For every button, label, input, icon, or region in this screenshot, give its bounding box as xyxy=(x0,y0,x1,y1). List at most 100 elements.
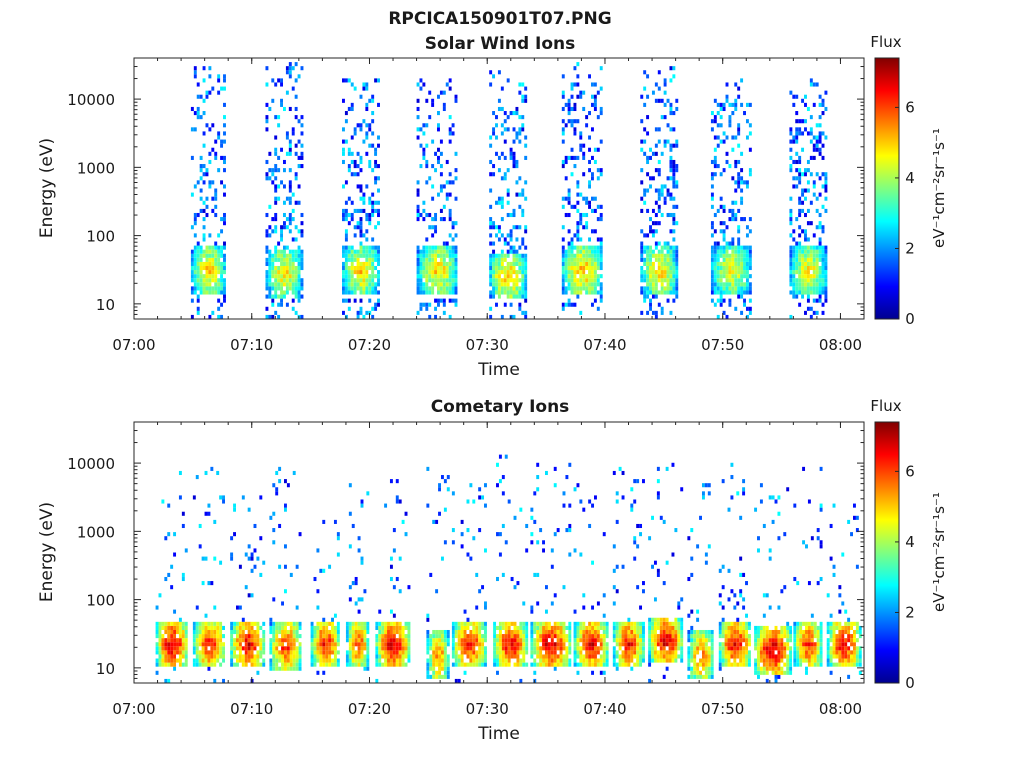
heatmap-cell xyxy=(170,654,174,659)
heatmap-cell xyxy=(704,552,708,557)
heatmap-cell xyxy=(463,638,467,643)
heatmap-cell xyxy=(504,650,508,655)
heatmap-cell xyxy=(509,237,513,242)
heatmap-cell xyxy=(451,621,455,626)
heatmap-cell xyxy=(525,629,529,635)
heatmap-cell xyxy=(618,654,622,659)
heatmap-cell xyxy=(789,131,793,136)
heatmap-cell xyxy=(205,123,209,128)
heatmap-cell xyxy=(381,650,385,655)
heatmap-cell xyxy=(640,147,644,152)
heatmap-cell xyxy=(690,670,694,675)
heatmap-cell xyxy=(567,119,571,124)
heatmap-cell xyxy=(798,249,802,254)
heatmap-cell xyxy=(594,629,597,635)
heatmap-cell xyxy=(181,642,185,647)
heatmap-cell xyxy=(295,666,299,671)
heatmap-cell xyxy=(740,265,744,271)
heatmap-cell xyxy=(359,274,363,279)
heatmap-cell xyxy=(640,290,644,295)
heatmap-cell xyxy=(542,548,545,553)
heatmap-cell xyxy=(454,98,458,103)
heatmap-cell xyxy=(669,278,673,283)
heatmap-cell xyxy=(271,274,275,279)
heatmap-cell xyxy=(342,184,345,189)
heatmap-cell xyxy=(533,650,537,655)
heatmap-cell xyxy=(292,642,296,647)
heatmap-cell xyxy=(804,229,807,234)
heatmap-cell xyxy=(313,576,317,582)
heatmap-cell xyxy=(272,621,276,626)
heatmap-cell xyxy=(489,253,493,258)
heatmap-cell xyxy=(492,294,496,299)
heatmap-cell xyxy=(342,249,345,254)
heatmap-cell xyxy=(565,528,569,533)
heatmap-cell xyxy=(325,638,329,643)
heatmap-cell xyxy=(348,634,352,639)
heatmap-cell xyxy=(576,621,580,626)
heatmap-cell xyxy=(353,253,357,258)
heatmap-cell xyxy=(280,237,283,242)
heatmap-cell xyxy=(195,605,199,610)
heatmap-cell xyxy=(798,180,802,185)
heatmap-cell xyxy=(347,257,351,262)
heatmap-cell xyxy=(582,143,586,148)
heatmap-cell xyxy=(363,662,367,667)
heatmap-cell xyxy=(593,253,597,258)
heatmap-cell xyxy=(710,261,714,266)
heatmap-cell xyxy=(205,172,209,177)
heatmap-cell xyxy=(475,658,479,663)
heatmap-cell xyxy=(591,560,595,565)
heatmap-cell xyxy=(220,286,224,291)
heatmap-cell xyxy=(801,249,805,254)
heatmap-cell xyxy=(818,274,822,279)
heatmap-cell xyxy=(588,286,591,291)
heatmap-cell xyxy=(244,662,248,667)
heatmap-cell xyxy=(208,159,212,165)
heatmap-cell xyxy=(277,286,281,291)
heatmap-cell xyxy=(342,217,345,222)
heatmap-cell xyxy=(550,646,554,651)
heatmap-cell xyxy=(353,282,357,287)
heatmap-cell xyxy=(815,143,819,148)
heatmap-cell xyxy=(824,261,828,266)
heatmap-cell xyxy=(460,662,464,667)
heatmap-cell xyxy=(521,123,525,128)
colorbar-title: Flux xyxy=(870,33,901,51)
heatmap-cell xyxy=(559,621,563,626)
heatmap-cell xyxy=(542,654,545,659)
heatmap-cell xyxy=(596,265,600,271)
heatmap-cell xyxy=(472,650,476,655)
heatmap-cell xyxy=(521,192,525,197)
heatmap-cell xyxy=(350,270,354,275)
heatmap-cell xyxy=(230,650,234,655)
heatmap-cell xyxy=(454,249,458,254)
heatmap-cell xyxy=(687,662,691,667)
heatmap-cell xyxy=(222,499,225,504)
heatmap-cell xyxy=(211,180,215,185)
heatmap-cell xyxy=(666,188,670,193)
heatmap-cell xyxy=(219,646,223,651)
heatmap-cell xyxy=(295,638,299,643)
heatmap-cell xyxy=(701,483,705,488)
heatmap-cell xyxy=(201,646,205,651)
heatmap-cell xyxy=(516,629,520,635)
heatmap-cell xyxy=(512,225,516,230)
heatmap-cell xyxy=(190,298,194,303)
y-tick-label: 100 xyxy=(86,228,115,246)
heatmap-cell xyxy=(740,180,744,185)
heatmap-cell xyxy=(210,654,214,659)
heatmap-cell xyxy=(599,245,603,250)
heatmap-cell xyxy=(193,261,197,266)
heatmap-cell xyxy=(789,147,793,152)
heatmap-cell xyxy=(345,625,349,630)
heatmap-cell xyxy=(448,233,452,238)
heatmap-cell xyxy=(353,286,357,291)
heatmap-cell xyxy=(435,646,439,651)
heatmap-cell xyxy=(202,286,206,291)
heatmap-cell xyxy=(223,131,226,136)
heatmap-cell xyxy=(818,278,822,283)
heatmap-cell xyxy=(454,658,458,663)
heatmap-cell xyxy=(680,654,684,659)
heatmap-cell xyxy=(217,249,221,254)
